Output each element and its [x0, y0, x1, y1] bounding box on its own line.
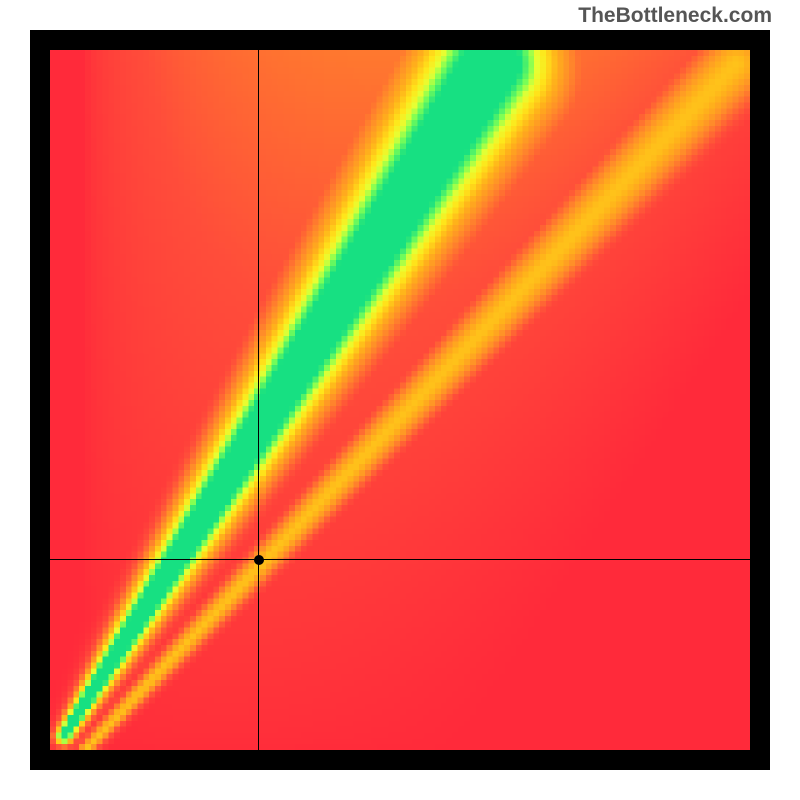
- watermark-text: TheBottleneck.com: [578, 4, 772, 28]
- chart-container: TheBottleneck.com: [0, 0, 800, 800]
- plot-outer-frame: [30, 30, 770, 770]
- heatmap-canvas: [50, 50, 750, 750]
- plot-inner: [50, 50, 750, 750]
